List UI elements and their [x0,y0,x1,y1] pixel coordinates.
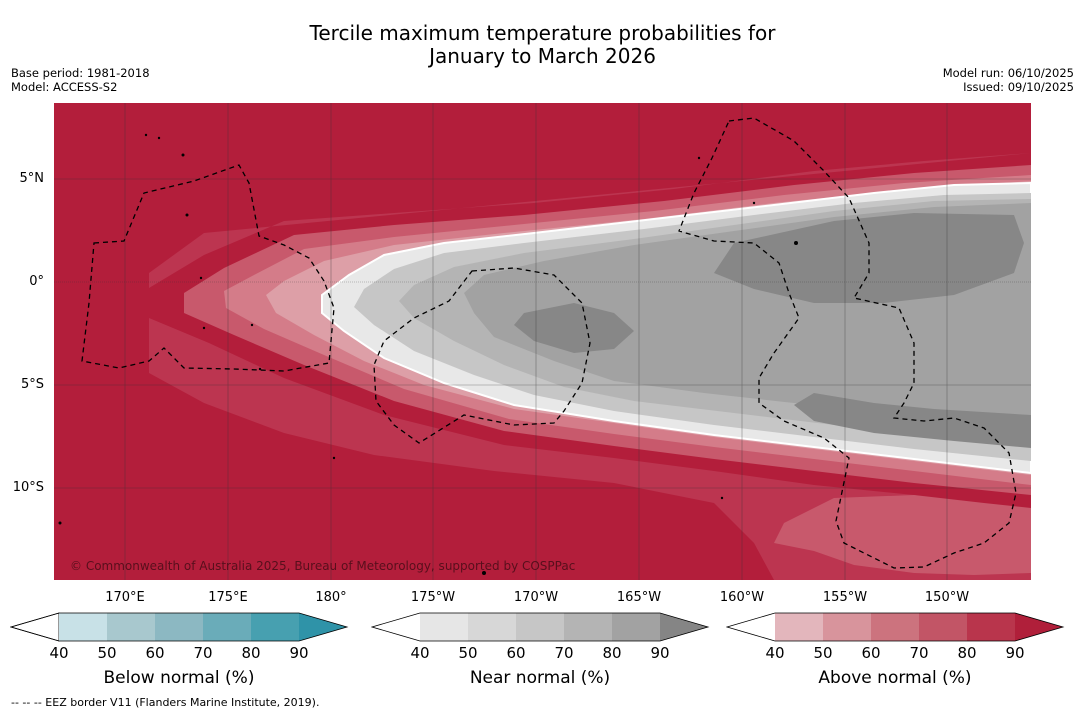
colorbar-below-outline [10,612,349,642]
lon-label-175e: 175°E [208,590,248,605]
lon-label-155w: 155°W [822,590,868,605]
below-tick-90: 90 [289,644,309,662]
near-tick-50: 50 [458,644,478,662]
above-tick-40: 40 [765,644,785,662]
issued-text: Issued: 09/10/2025 [963,80,1074,94]
colorbar-above-segment-0 [727,613,775,641]
colorbar-below-segment-1 [59,613,107,641]
lon-label-175w: 175°W [410,590,456,605]
below-tick-50: 50 [97,644,117,662]
lat-label-5s: 5°S [20,377,44,392]
below-tick-70: 70 [193,644,213,662]
eez-borders [81,117,1017,569]
colorbar-title-near: Near normal (%) [469,668,611,688]
graticule [54,103,1031,580]
lon-label-180: 180° [315,590,347,605]
title-line-2: January to March 2026 [429,44,656,68]
colorbar-near-segment-6 [660,613,708,641]
colorbar-title-above: Above normal (%) [818,668,972,688]
colorbar-above-segment-5 [967,613,1015,641]
colorbar-below-segment-5 [251,613,299,641]
colorbar-below-normal [10,612,349,642]
colorbar-above-segment-6 [1015,613,1063,641]
colorbar-above-outline [726,612,1065,642]
colorbar-near-segment-2 [468,613,516,641]
near-tick-90: 90 [650,644,670,662]
lat-label-0: 0° [29,274,44,289]
above-tick-70: 70 [909,644,929,662]
metadata-left: Base period: 1981-2018 Model: ACCESS-S2 [11,66,150,94]
model-text: Model: ACCESS-S2 [11,80,118,94]
colorbar-below-segment-2 [107,613,155,641]
near-tick-40: 40 [410,644,430,662]
colorbar-near-segment-1 [420,613,468,641]
region-near-90 [714,213,1024,303]
lat-label-5n: 5°N [19,171,45,186]
region-near-90-west [514,303,634,353]
lon-label-165w: 165°W [616,590,662,605]
colorbar-title-below: Below normal (%) [103,668,255,688]
colorbar-above-segment-2 [823,613,871,641]
model-run-text: Model run: 06/10/2025 [942,66,1074,80]
probability-map [54,103,1031,580]
colorbar-near-segment-0 [372,613,420,641]
metadata-right: Model run: 06/10/2025 Issued: 09/10/2025 [943,66,1074,94]
above-tick-50: 50 [813,644,833,662]
colorbar-near-segment-3 [516,613,564,641]
colorbar-below-segment-0 [10,612,60,642]
copyright-text: © Commonwealth of Australia 2025, Bureau… [70,559,576,573]
region-above-southeast [774,495,1031,575]
colorbar-near-segment-5 [612,613,660,641]
colorbar-below-segment-4 [203,613,251,641]
lon-label-150w: 150°W [924,590,970,605]
above-tick-80: 80 [957,644,977,662]
colorbar-above-segment-4 [919,613,967,641]
colorbar-above-segment-1 [775,613,823,641]
colorbar-near-segment-4 [564,613,612,641]
colorbar-near-outline [371,612,710,642]
eez-footnote: -- -- -- EEZ border V11 (Flanders Marine… [11,696,320,709]
colorbar-below-segment-3 [155,613,203,641]
map-canvas [54,103,1031,580]
lon-label-170w: 170°W [513,590,559,605]
islands [58,133,798,575]
colorbar-above-segment-3 [871,613,919,641]
colorbar-near-normal [371,612,710,642]
near-tick-70: 70 [554,644,574,662]
above-tick-90: 90 [1005,644,1025,662]
below-tick-80: 80 [241,644,261,662]
below-tick-40: 40 [49,644,69,662]
lat-label-10s: 10°S [12,480,44,495]
near-tick-80: 80 [602,644,622,662]
title-line-1: Tercile maximum temperature probabilitie… [309,21,776,45]
chart-title: Tercile maximum temperature probabilitie… [0,22,1085,68]
base-period-text: Base period: 1981-2018 [11,66,150,80]
lon-label-160w: 160°W [719,590,765,605]
below-tick-60: 60 [145,644,165,662]
colorbar-below-segment-6 [299,613,347,641]
above-tick-60: 60 [861,644,881,662]
lon-label-170e: 170°E [105,590,145,605]
colorbar-above-normal [726,612,1065,642]
near-tick-60: 60 [506,644,526,662]
eez-border-line-islands [678,117,1017,569]
